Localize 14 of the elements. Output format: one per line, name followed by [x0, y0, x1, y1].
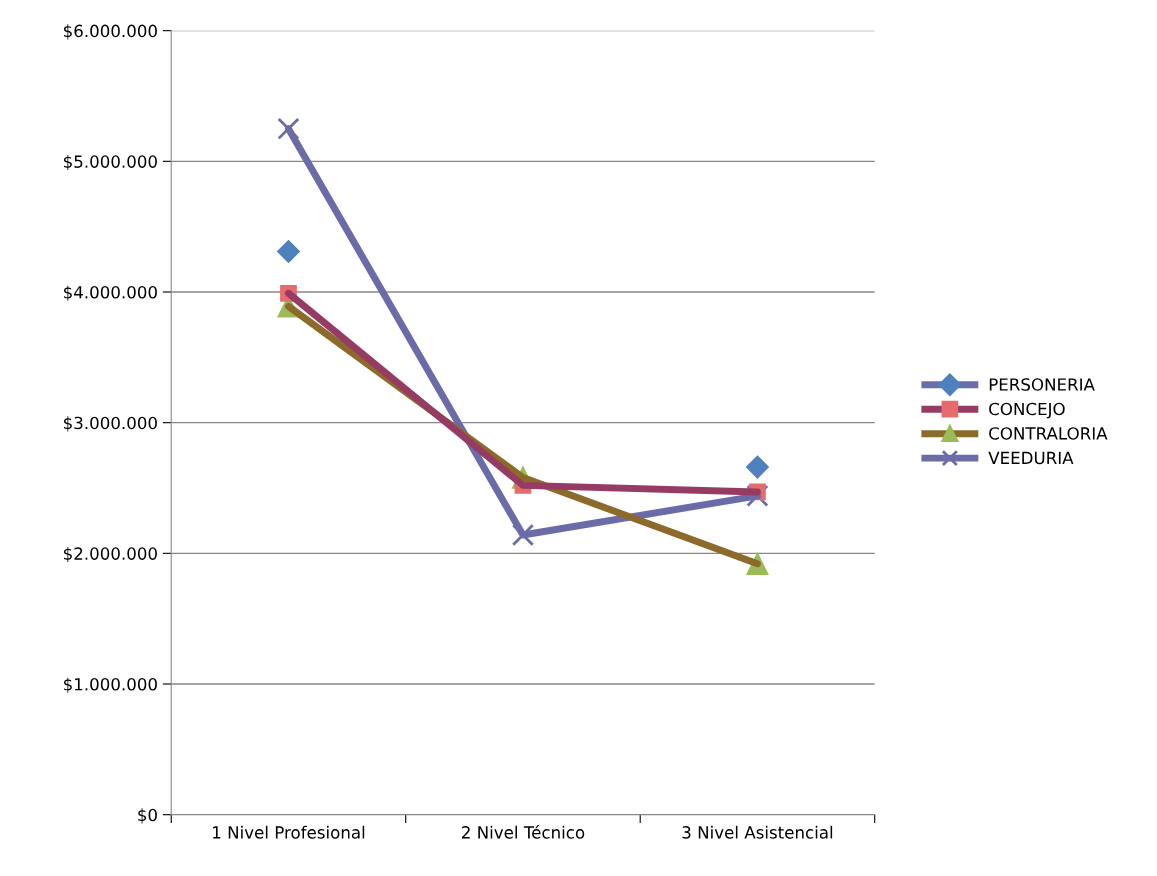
y-tick-label: $3.000.000 — [64, 416, 157, 432]
y-tick-label: $2.000.000 — [64, 547, 157, 563]
legend-label: PERSONERIA — [989, 378, 1095, 391]
legend-label: CONTRALORIA — [989, 427, 1108, 440]
x-tick-label: 1 Nivel Profesional — [213, 825, 365, 839]
legend-label: CONCEJO — [989, 402, 1065, 419]
y-tick-label: $5.000.000 — [64, 155, 157, 171]
x-tick-label: 3 Nivel Asistencial — [682, 825, 833, 839]
y-tick-label: $1.000.000 — [64, 677, 157, 693]
y-tick-label: $4.000.000 — [64, 285, 157, 301]
legend-label: VEEDURIA — [988, 451, 1074, 465]
x-tick-label: 2 Nivel Técnico — [462, 825, 585, 839]
y-tick-label: $6.000.000 — [64, 24, 157, 40]
y-tick-label: $0 — [138, 808, 157, 824]
